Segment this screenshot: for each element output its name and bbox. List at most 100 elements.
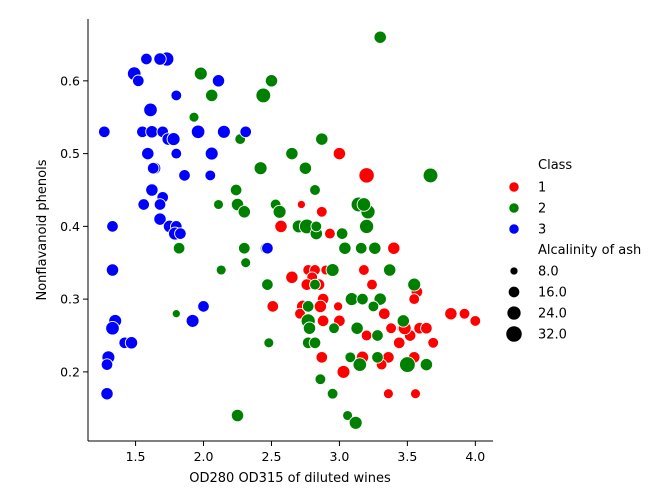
legend-size-marker [505,325,523,343]
point-class-2 [215,264,227,276]
point-class-2 [240,257,252,269]
point-class-2 [356,197,372,212]
point-class-2 [335,227,349,240]
x-ticks: 1.5 2.0 2.5 3.0 3.5 4.0 [126,441,485,464]
point-class-1 [313,299,328,314]
point-class-2 [171,309,181,319]
point-class-3 [170,89,183,102]
point-class-2 [325,263,340,277]
y-tick-label: 0.5 [60,146,80,161]
point-class-2 [419,357,434,372]
y-tick-label: 0.6 [60,73,80,88]
point-class-2 [308,336,322,350]
point-class-2 [352,357,368,372]
point-class-1 [316,314,330,328]
point-class-1 [427,336,440,349]
point-class-1 [358,264,370,276]
point-class-2 [309,184,321,196]
y-tick-label: 0.4 [60,219,80,234]
legend-hue-marker [508,181,520,193]
point-class-2 [229,183,243,197]
legend-size-label: 24.0 [538,307,567,322]
point-class-3 [204,146,219,161]
y-ticks: 0.2 0.3 0.4 0.5 0.6 [60,73,88,379]
point-class-2 [255,87,272,104]
point-class-3 [166,132,181,147]
point-class-2 [314,373,327,386]
point-class-2 [371,329,384,342]
point-class-3 [100,358,114,371]
point-class-2 [261,278,274,291]
x-tick-label: 4.0 [465,449,485,464]
point-class-2 [264,74,279,88]
point-class-2 [373,30,387,44]
point-class-3 [106,220,119,233]
point-class-3 [216,124,231,139]
point-class-3 [153,198,167,211]
legend-hue-label: 1 [538,181,546,196]
point-class-2 [272,204,287,219]
legend-hue-marker [508,202,520,214]
point-class-1 [392,336,406,350]
point-class-3 [105,263,120,277]
point-class-2 [396,314,410,328]
legend-size-label: 32.0 [538,328,567,343]
legend: Class 1 2 3 Alcalinity of ash 8.0 16.0 24.0 3… [505,158,641,343]
point-class-1 [378,307,391,320]
legend-hue-label: 2 [538,202,546,217]
point-class-2 [302,321,317,335]
point-class-2 [383,263,397,277]
point-class-3 [124,336,139,350]
point-class-3 [100,387,114,401]
point-class-2 [230,408,245,423]
point-class-1 [444,307,458,321]
point-class-3 [185,313,200,328]
point-class-3 [145,125,159,139]
y-tick-label: 0.2 [60,364,80,379]
point-class-3 [178,169,191,182]
point-class-2 [344,351,357,364]
point-class-1 [408,293,421,305]
point-class-2 [359,218,375,234]
point-class-3 [239,125,252,139]
point-class-1 [333,301,344,312]
point-class-3 [261,241,274,255]
point-class-1 [358,167,375,184]
point-class-2 [172,241,186,255]
point-class-2 [354,241,368,255]
point-class-2 [205,88,219,103]
point-class-1 [458,307,471,320]
point-class-3 [190,124,206,140]
point-class-2 [356,292,369,306]
legend-size-marker [507,285,521,299]
point-class-2 [309,278,321,291]
point-class-1 [382,388,394,400]
point-class-1 [285,270,299,284]
point-class-1 [387,241,401,255]
x-tick-label: 2.0 [194,449,214,464]
x-tick-label: 3.5 [397,449,417,464]
point-class-3 [137,198,150,211]
point-class-3 [170,147,183,160]
legend-hue-label: 3 [538,223,546,238]
point-class-1 [315,205,328,218]
point-class-1 [266,300,280,313]
point-class-3 [143,102,158,118]
point-class-1 [366,278,378,291]
legend-hue-items: 1 2 3 [508,181,546,238]
point-class-2 [422,167,439,184]
point-class-2 [399,356,416,373]
point-class-2 [342,410,354,421]
point-class-2 [326,387,339,400]
y-tick-label: 0.3 [60,292,80,307]
point-class-3 [140,52,153,66]
x-tick-label: 3.0 [329,449,349,464]
point-class-2 [253,161,268,176]
point-class-3 [174,227,187,240]
point-class-2 [350,321,364,335]
point-class-2 [407,277,422,292]
legend-hue-marker [508,223,520,235]
point-class-2 [367,300,380,313]
point-class-1 [336,364,351,379]
